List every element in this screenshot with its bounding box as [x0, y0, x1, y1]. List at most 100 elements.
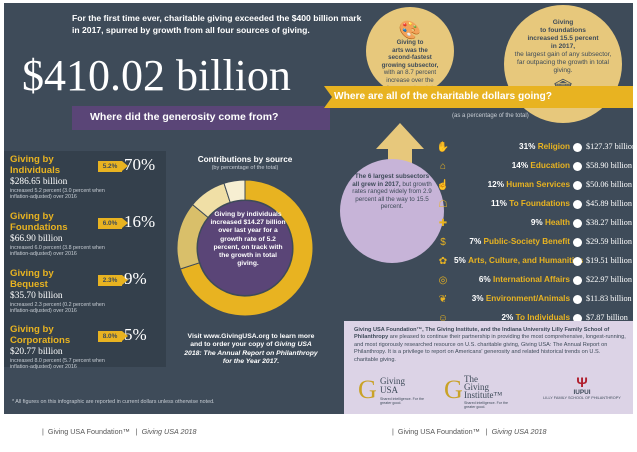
- source-foundations: Giving by Foundations $66.90 billion inc…: [10, 211, 166, 264]
- destination-label: 2% To Individuals: [454, 313, 570, 322]
- footer-left-org: Giving USA Foundation™: [47, 427, 130, 436]
- destination-row: ✚ 9% Health $38.27 billion: [434, 217, 633, 231]
- arts-callout-line3: second-fastest: [388, 54, 432, 62]
- source-individuals: Giving by Individuals $286.65 billion in…: [10, 154, 166, 207]
- health-cross-icon: ✚: [438, 218, 448, 229]
- destination-row: ☺ 2% To Individuals $7.87 billion: [434, 312, 633, 326]
- destination-pct: 14%: [511, 161, 529, 170]
- destination-pct: 9%: [530, 218, 543, 227]
- destination-pct: 12%: [487, 180, 504, 189]
- trident-icon: Ψ: [576, 374, 588, 390]
- building-icon: ☖: [438, 199, 448, 210]
- destination-row: ☖ 11% To Foundations $45.89 billion: [434, 198, 633, 212]
- iupui-logo: Ψ IUPUI LILLY FAMILY SCHOOL OF PHILANTHR…: [534, 375, 630, 400]
- source-change: 8.0%: [98, 331, 128, 342]
- where-going-banner: Where are all of the charitable dollars …: [324, 86, 633, 108]
- partners-body: are pleased to continue their partnershi…: [354, 334, 626, 363]
- destination-label: 12% Human Services: [454, 180, 570, 189]
- foundations-callout-line4: in 2017,: [550, 43, 576, 50]
- destination-label: 11% To Foundations: [454, 199, 570, 208]
- destination-dot: [573, 200, 582, 209]
- destination-dot: [573, 162, 582, 171]
- destination-row: ☝ 12% Human Services $50.06 billion: [434, 179, 633, 193]
- destination-dot: [573, 276, 582, 285]
- six-largest-bold: The 6 largest subsectors all grew in 201…: [352, 173, 430, 188]
- destination-amount: $29.59 billion: [586, 237, 632, 246]
- arts-callout-line4: growing subsector,: [381, 61, 439, 69]
- giving-usa-name1: Giving: [380, 376, 406, 386]
- visit-text: Visit www.GivingUSA.org to learn more an…: [182, 333, 320, 367]
- hands-icon: ✋: [436, 142, 450, 153]
- destination-row: ❦ 3% Environment/Animals $11.83 billion: [434, 293, 633, 307]
- destination-name: Religion: [537, 142, 570, 151]
- six-largest-body: but growth rates ranged widely from 2.9 …: [352, 180, 432, 211]
- destination-pct: 7%: [469, 237, 482, 246]
- people-icon: ☺: [437, 313, 449, 324]
- graduation-cap-icon: ⌂: [439, 161, 447, 172]
- donut-hole: [198, 201, 292, 295]
- giving-institute-name2: Giving: [464, 382, 490, 392]
- foundations-callout-line2: to foundations: [540, 27, 586, 34]
- sources-panel: [4, 151, 166, 367]
- footer-right: | Giving USA Foundation™ | Giving USA 20…: [392, 427, 547, 436]
- total-giving: $410.02 billion: [22, 51, 291, 100]
- source-amount: $286.65 billion: [10, 177, 68, 187]
- destination-amount: $38.27 billion: [586, 218, 632, 227]
- source-pct: 5%: [124, 325, 147, 344]
- source-pct: 70%: [124, 155, 156, 174]
- destination-label: 5% Arts, Culture, and Humanities: [454, 256, 583, 265]
- destination-pct: 31%: [519, 142, 536, 151]
- giving-institute-name1: The: [464, 374, 478, 384]
- globe-icon: ◎: [438, 275, 448, 286]
- donut-segment: [223, 179, 246, 203]
- footer-sep: |: [135, 427, 138, 436]
- destination-name: Education: [530, 161, 570, 170]
- where-going-subtitle: (as a percentage of the total): [452, 113, 529, 119]
- destination-amount: $7.87 billion: [586, 313, 628, 322]
- foundations-callout-body: the largest gain of any subsector, far o…: [514, 51, 612, 74]
- iupui-school: LILLY FAMILY SCHOOL OF PHILANTHROPY: [543, 396, 621, 400]
- destination-name: Environment/Animals: [485, 294, 570, 303]
- source-change: 2.3%: [98, 275, 128, 286]
- donut-segment: [179, 179, 314, 317]
- destination-label: 9% Health: [454, 218, 570, 227]
- footer-sep: |: [42, 427, 44, 436]
- giving-institute-name3: Institute™: [464, 390, 503, 400]
- destination-dot: [573, 219, 582, 228]
- destination-row: ⌂ 14% Education $58.90 billion: [434, 160, 633, 174]
- destination-amount: $45.89 billion: [586, 199, 632, 208]
- destination-amount: $127.37 billion: [586, 142, 633, 151]
- footer-right-org: Giving USA Foundation™: [397, 427, 480, 436]
- destination-amount: $11.83 billion: [586, 294, 632, 303]
- donut-panel: Contributions by source (by percentage o…: [166, 151, 324, 367]
- destination-amount: $19.51 billion: [586, 256, 632, 265]
- destination-dot: [573, 257, 582, 266]
- source-amount: $35.70 billion: [10, 291, 63, 301]
- source-amount: $20.77 billion: [10, 347, 63, 357]
- money-bag-icon: $: [440, 237, 446, 248]
- source-change: 5.2%: [98, 161, 128, 172]
- footnote: * All figures on this infographic are re…: [12, 399, 215, 405]
- source-name: Giving by Bequest: [10, 268, 54, 290]
- arts-callout-line2: arts was the: [392, 46, 428, 54]
- footer-sep: |: [485, 427, 488, 436]
- destination-label: 3% Environment/Animals: [454, 294, 570, 303]
- source-corporations: Giving by Corporations $20.77 billion in…: [10, 324, 166, 377]
- partners-bold: Giving USA Foundation™, The Giving Insti…: [354, 327, 610, 341]
- destination-row: ◎ 6% International Affairs $22.97 billion: [434, 274, 633, 288]
- source-desc: increased 8.0 percent (5.7 percent when …: [10, 358, 105, 371]
- source-desc: increased 2.3 percent (0.2 percent when …: [10, 302, 105, 315]
- source-desc: increased 6.0 percent (3.8 percent when …: [10, 245, 105, 258]
- visit-title: Giving USA 2018: The Annual Report on Ph…: [184, 341, 318, 366]
- intro-text: For the first time ever, charitable givi…: [72, 13, 362, 35]
- source-amount: $66.90 billion: [10, 234, 63, 244]
- destination-pct: 3%: [471, 294, 484, 303]
- destination-dot: [573, 295, 582, 304]
- destination-amount: $58.90 billion: [586, 161, 632, 170]
- giving-usa-name2: USA: [380, 385, 399, 395]
- leaf-icon: ❦: [438, 294, 448, 305]
- destination-dot: [573, 314, 582, 323]
- footer-right-pub: Giving USA 2018: [491, 427, 547, 436]
- destination-pct: 11%: [490, 199, 507, 208]
- destination-name: To Individuals: [515, 313, 570, 322]
